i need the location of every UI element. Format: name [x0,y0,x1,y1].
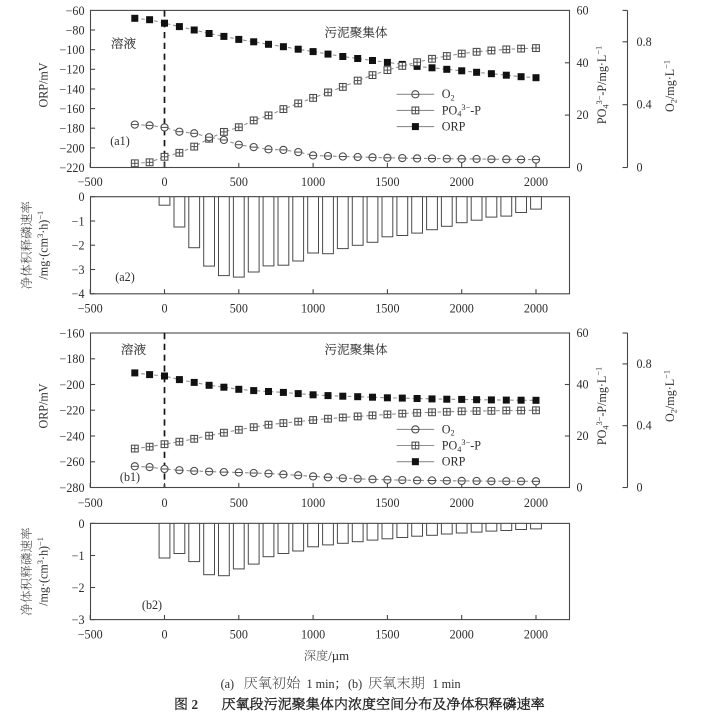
svg-text:−240: −240 [60,429,85,443]
svg-text:0: 0 [161,496,167,510]
svg-text:1 min: 1 min [433,677,461,691]
svg-text:0: 0 [161,175,167,189]
svg-text:−3: −3 [72,263,85,277]
svg-text:−3: −3 [72,613,85,627]
svg-text:(b2): (b2) [142,598,162,612]
svg-text:ORP/mV: ORP/mV [37,62,51,107]
svg-text:PO43−-P: PO43−-P [442,103,481,119]
svg-text:2000: 2000 [524,301,548,315]
svg-text:PO43−-P/mg·L−1: PO43−-P/mg·L−1 [595,367,611,445]
svg-text:0: 0 [637,481,643,495]
svg-text:2000: 2000 [450,628,474,642]
svg-text:/mg·(cm3·h)−1: /mg·(cm3·h)−1 [36,537,50,606]
svg-text:2000: 2000 [524,175,548,189]
svg-text:−500: −500 [78,628,103,642]
svg-text:0: 0 [577,161,583,175]
svg-text:−1: −1 [72,214,85,228]
svg-text:−100: −100 [60,43,85,57]
svg-text:−220: −220 [60,161,85,175]
svg-text:ORP: ORP [442,120,466,134]
svg-text:−220: −220 [60,404,85,418]
svg-text:2: 2 [192,697,199,712]
svg-text:−260: −260 [60,455,85,469]
svg-text:1 min: 1 min [307,677,335,691]
svg-text:−160: −160 [60,326,85,340]
svg-text:0: 0 [161,301,167,315]
svg-text:500: 500 [230,628,248,642]
svg-text:1000: 1000 [301,628,325,642]
svg-text:20: 20 [577,429,589,443]
svg-text:−280: −280 [60,481,85,495]
svg-text:1000: 1000 [301,301,325,315]
svg-text:500: 500 [230,496,248,510]
svg-text:−2: −2 [72,239,85,253]
svg-text:−80: −80 [66,23,85,37]
svg-text:0.4: 0.4 [637,98,652,112]
svg-text:0: 0 [78,190,84,204]
svg-text:1500: 1500 [375,175,399,189]
svg-text:(b1): (b1) [120,470,140,484]
svg-text:60: 60 [577,326,589,340]
svg-text:60: 60 [577,3,589,17]
svg-text:PO43−-P: PO43−-P [442,438,481,454]
svg-text:/µm: /µm [328,649,349,663]
svg-text:−180: −180 [60,122,85,136]
svg-text:−2: −2 [72,581,85,595]
svg-text:−180: −180 [60,352,85,366]
svg-text:−1: −1 [72,549,85,563]
svg-text:O2/mg·L−1: O2/mg·L−1 [663,60,679,112]
svg-text:0: 0 [577,481,583,495]
svg-text:500: 500 [230,301,248,315]
svg-text:−500: −500 [78,175,103,189]
svg-text:500: 500 [230,175,248,189]
svg-text:1500: 1500 [375,628,399,642]
svg-text:1000: 1000 [301,175,325,189]
svg-text:2000: 2000 [450,496,474,510]
svg-text:2000: 2000 [524,628,548,642]
svg-text:0.4: 0.4 [637,419,652,433]
svg-text:0.8: 0.8 [637,357,652,371]
svg-text:−200: −200 [60,378,85,392]
svg-text:0: 0 [78,517,84,531]
svg-text:(b): (b) [348,677,362,691]
svg-text:1000: 1000 [301,496,325,510]
svg-text:−160: −160 [60,102,85,116]
svg-text:−60: −60 [66,4,85,18]
svg-text:−4: −4 [72,287,85,301]
svg-text:/mg·(cm3·h)−1: /mg·(cm3·h)−1 [36,211,50,280]
svg-text:−140: −140 [60,82,85,96]
svg-text:40: 40 [577,56,589,70]
svg-text:O2/mg·L−1: O2/mg·L−1 [663,370,679,422]
svg-text:1500: 1500 [375,496,399,510]
svg-text:40: 40 [577,378,589,392]
svg-text:0.8: 0.8 [637,35,652,49]
svg-text:(a): (a) [221,677,235,691]
svg-text:20: 20 [577,108,589,122]
svg-text:0: 0 [161,628,167,642]
svg-text:−500: −500 [78,301,103,315]
svg-text:−500: −500 [78,496,103,510]
svg-text:−200: −200 [60,141,85,155]
svg-text:(a2): (a2) [115,270,134,284]
svg-text:1500: 1500 [375,301,399,315]
svg-text:0: 0 [637,161,643,175]
svg-text:2000: 2000 [524,496,548,510]
svg-text:2000: 2000 [450,175,474,189]
svg-text:ORP/mV: ORP/mV [37,383,51,428]
svg-text:2000: 2000 [450,301,474,315]
svg-text:ORP: ORP [442,455,466,469]
svg-text:(a1): (a1) [110,134,129,148]
svg-text:−120: −120 [60,63,85,77]
svg-text:PO43−-P/mg·L−1: PO43−-P/mg·L−1 [595,46,611,124]
